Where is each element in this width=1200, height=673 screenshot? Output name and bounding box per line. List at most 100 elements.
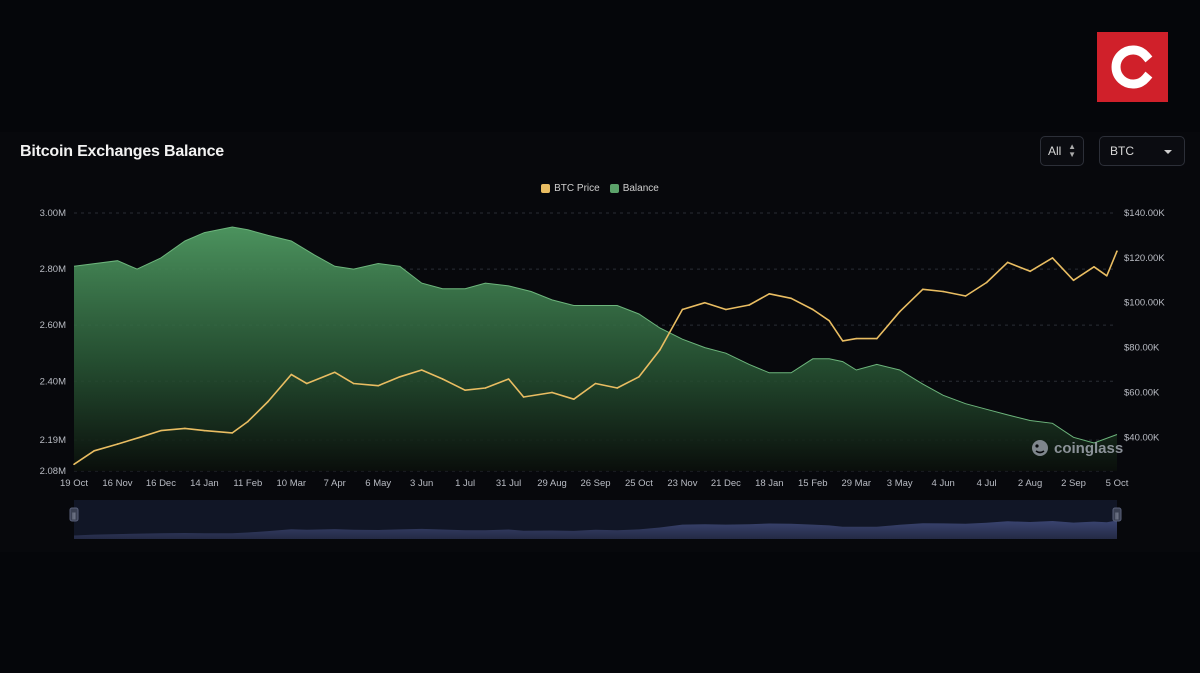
- chevron-down-icon: [1164, 150, 1172, 154]
- price-point: [507, 378, 510, 380]
- x-axis: 19 Oct 16 Nov 16 Dec 14 Jan 11 Feb 10 Mar 7 Ap…: [60, 478, 1129, 489]
- right-axis: $140.00K $120.00K $100.00K $80.00K $60.00K $4…: [1124, 208, 1165, 443]
- price-point: [551, 391, 553, 394]
- price-point: [399, 375, 401, 378]
- chart-legend: BTC Price Balance: [0, 183, 1200, 194]
- x-tick-label: 31 Jul: [496, 478, 521, 489]
- balance-area: [74, 227, 1117, 471]
- range-navigator[interactable]: || ||: [69, 500, 1122, 539]
- price-point: [93, 450, 95, 452]
- navigator-right-handle[interactable]: [1112, 507, 1122, 522]
- price-point: [659, 349, 661, 351]
- x-tick-label: 2 Sep: [1061, 478, 1086, 489]
- watermark: coinglass: [1030, 438, 1123, 458]
- navigator-left-handle[interactable]: [69, 507, 79, 522]
- price-point: [1006, 261, 1009, 264]
- price-point: [855, 337, 858, 340]
- legend-swatch-balance: [609, 184, 619, 193]
- time-range-select[interactable]: All ▲ ▼: [1040, 136, 1084, 166]
- price-point: [184, 427, 186, 430]
- price-point: [1116, 250, 1118, 252]
- price-point: [1072, 279, 1075, 282]
- price-point: [942, 290, 944, 293]
- x-tick-label: 16 Nov: [102, 478, 132, 489]
- plot-area: [73, 226, 1118, 471]
- right-tick-label: $100.00K: [1124, 298, 1165, 309]
- price-point: [704, 301, 706, 304]
- legend-item-balance[interactable]: Balance: [609, 183, 659, 194]
- price-point: [441, 378, 444, 380]
- x-tick-label: 5 Oct: [1106, 478, 1129, 489]
- price-point: [964, 295, 967, 297]
- price-point: [377, 384, 380, 387]
- price-point: [306, 382, 308, 385]
- x-tick-label: 4 Jul: [977, 478, 997, 489]
- x-tick-label: 7 Apr: [324, 478, 346, 489]
- brand-logo: [1097, 32, 1168, 102]
- right-tick-label: $60.00K: [1124, 387, 1160, 398]
- watermark-text: coinglass: [1054, 439, 1124, 457]
- price-point: [290, 373, 293, 376]
- legend-label-price: BTC Price: [554, 183, 600, 194]
- brand-logo-icon: [1111, 45, 1152, 89]
- price-point: [139, 436, 141, 439]
- price-point: [247, 420, 249, 423]
- price-point: [811, 308, 814, 311]
- price-point: [522, 396, 525, 398]
- price-point: [231, 432, 234, 434]
- x-tick-label: 4 Jun: [932, 478, 955, 489]
- x-tick-label: 15 Feb: [798, 478, 828, 489]
- price-point: [484, 387, 487, 389]
- price-point: [73, 463, 75, 466]
- price-point: [681, 308, 684, 311]
- legend-label-balance: Balance: [622, 183, 659, 194]
- x-tick-label: 2 Aug: [1018, 478, 1042, 489]
- price-point: [116, 443, 119, 445]
- price-point: [352, 382, 355, 385]
- price-point: [1051, 257, 1054, 259]
- price-point: [748, 304, 750, 306]
- right-tick-label: $80.00K: [1124, 343, 1160, 354]
- x-tick-label: 16 Dec: [146, 478, 176, 489]
- price-point: [616, 387, 619, 389]
- updown-icon: ▲ ▼: [1068, 142, 1076, 159]
- x-tick-label: 14 Jan: [190, 478, 219, 489]
- coin-select[interactable]: BTC: [1099, 136, 1185, 166]
- time-range-value: All: [1048, 144, 1062, 158]
- price-point: [160, 429, 162, 432]
- right-tick-label: $40.00K: [1124, 432, 1160, 443]
- x-tick-label: 18 Jan: [755, 478, 784, 489]
- price-point: [985, 281, 988, 284]
- balance-line: [73, 226, 1118, 444]
- price-point: [594, 382, 597, 385]
- price-point: [875, 337, 878, 340]
- price-point: [1105, 275, 1108, 277]
- x-tick-label: 10 Mar: [277, 478, 307, 489]
- legend-item-price[interactable]: BTC Price: [541, 183, 600, 194]
- left-tick-label: 2.40M: [40, 376, 66, 387]
- price-point: [790, 297, 792, 300]
- x-tick-label: 3 Jun: [410, 478, 433, 489]
- price-point: [572, 398, 575, 401]
- x-tick-label: 29 Mar: [841, 478, 871, 489]
- price-point: [203, 429, 206, 432]
- price-point: [725, 308, 727, 311]
- x-tick-label: 6 May: [365, 478, 391, 489]
- right-tick-label: $120.00K: [1124, 253, 1165, 264]
- x-tick-label: 1 Jul: [455, 478, 475, 489]
- x-tick-label: 29 Aug: [537, 478, 567, 489]
- price-point: [898, 310, 901, 313]
- navigator-series: [74, 520, 1117, 539]
- left-tick-label: 2.08M: [40, 466, 66, 477]
- coin-select-value: BTC: [1110, 144, 1134, 158]
- left-tick-label: 2.60M: [40, 320, 66, 331]
- price-point: [1029, 270, 1031, 273]
- price-line-layer: [73, 250, 1118, 466]
- left-axis: 3.00M 2.80M 2.60M 2.40M 2.19M 2.08M: [40, 208, 66, 477]
- price-point: [921, 288, 924, 291]
- left-tick-label: 2.19M: [40, 435, 66, 446]
- price-point: [768, 292, 771, 295]
- price-point: [1093, 266, 1095, 268]
- right-tick-label: $140.00K: [1124, 208, 1165, 219]
